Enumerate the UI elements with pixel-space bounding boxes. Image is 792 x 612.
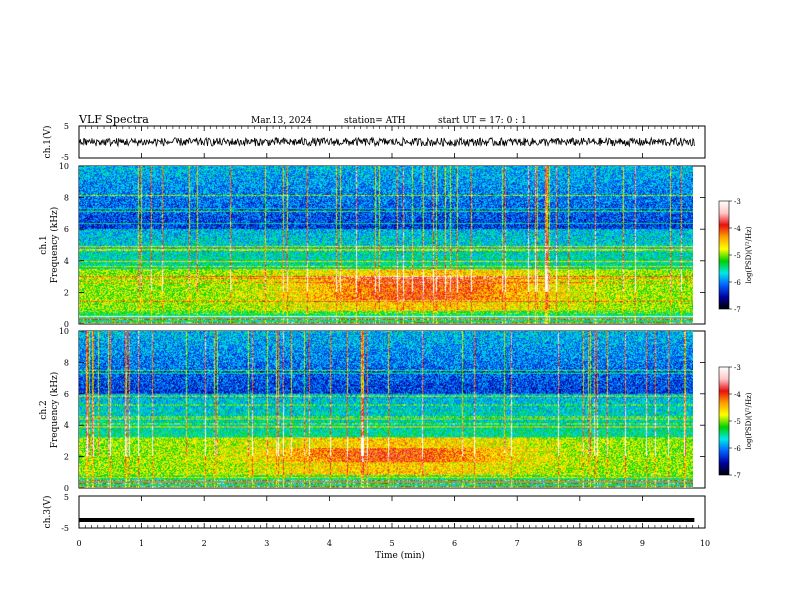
time-tick-label: 10 <box>700 539 710 548</box>
ch2-spectrogram-ylabel-frequency: Frequency (kHz) <box>49 372 60 449</box>
ch2-ytick-label: 10 <box>59 327 69 336</box>
ch2-ytick-label: 8 <box>64 358 69 367</box>
time-tick-label: 6 <box>452 539 457 548</box>
ch2-colorbar: -3 -4 -5 -6 -7 log(PSD)(V²/Hz) <box>718 364 753 480</box>
ch1-ytick-label: 10 <box>59 162 69 171</box>
colorbar-tick-label: -5 <box>734 418 741 426</box>
colorbar-tick-label: -6 <box>734 279 741 287</box>
time-tick-label: 4 <box>327 539 332 548</box>
colorbar-label: log(PSD)(V²/Hz) <box>745 226 753 283</box>
ch1-frequency-ticks: 10 8 6 4 2 0 <box>59 162 705 329</box>
x-axis-label: Time (min) <box>375 550 425 561</box>
figure-title: VLF Spectra <box>78 113 149 126</box>
ch3-waveform-ylabel: ch.3(V) <box>42 496 53 529</box>
ch3-ytick-minus5: -5 <box>61 524 69 533</box>
colorbar-tick-label: -7 <box>734 472 741 480</box>
ch2-ytick-label: 2 <box>64 453 69 462</box>
time-tick-label: 9 <box>640 539 645 548</box>
time-tick-label: 0 <box>76 539 81 548</box>
ch2-spectrogram-image <box>79 331 693 488</box>
colorbar-tick-label: -5 <box>734 252 741 260</box>
ch1-spectrogram-ylabel-channel: ch.1 <box>39 235 49 254</box>
start-time-label: start UT = 17: 0 : 1 <box>438 116 527 126</box>
colorbar-label: log(PSD)(V²/Hz) <box>745 392 753 449</box>
ch3-ytick-5: 5 <box>64 493 69 502</box>
ch1-ytick-label: 8 <box>64 194 69 203</box>
time-tick-label: 5 <box>389 539 394 548</box>
ch1-colorbar: -3 -4 -5 -6 -7 log(PSD)(V²/Hz) <box>718 198 753 314</box>
ch1-spectrogram-image <box>79 166 693 324</box>
date-label: Mar.13, 2024 <box>251 116 312 126</box>
ch2-ytick-label: 4 <box>64 421 69 430</box>
ch2-ytick-label: 0 <box>64 484 69 493</box>
colorbar-scale <box>718 200 730 310</box>
time-axis-ticks: 0 1 2 3 4 5 6 7 8 9 10 <box>76 126 710 548</box>
colorbar-tick-label: -4 <box>734 225 741 233</box>
time-tick-label: 3 <box>264 539 269 548</box>
ch1-ytick-minus5: -5 <box>61 153 69 162</box>
ch2-frequency-ticks: 10 8 6 4 2 0 <box>59 327 705 493</box>
ch1-waveform-ylabel: ch.1(V) <box>42 126 53 159</box>
colorbar-tick-label: -4 <box>734 391 741 399</box>
time-tick-label: 2 <box>202 539 207 548</box>
ch1-ytick-label: 2 <box>64 288 69 297</box>
ch1-ytick-5: 5 <box>64 122 69 131</box>
ch2-ytick-label: 6 <box>64 390 69 399</box>
ch1-ytick-label: 0 <box>64 320 69 329</box>
ch2-spectrogram-ylabel-channel: ch.2 <box>39 400 49 419</box>
time-tick-label: 7 <box>515 539 520 548</box>
colorbar-tick-label: -3 <box>734 198 741 206</box>
ch1-ytick-label: 6 <box>64 225 69 234</box>
time-tick-label: 8 <box>577 539 582 548</box>
ch1-spectrogram-ylabel-frequency: Frequency (kHz) <box>49 207 60 284</box>
colorbar-tick-label: -3 <box>734 364 741 372</box>
time-tick-label: 1 <box>139 539 144 548</box>
colorbar-tick-label: -6 <box>734 445 741 453</box>
station-label: station= ATH <box>344 116 406 126</box>
ch1-waveform-line <box>78 136 695 148</box>
colorbar-scale <box>718 366 730 476</box>
ch1-ytick-label: 4 <box>64 257 69 266</box>
colorbar-tick-label: -7 <box>734 306 741 314</box>
